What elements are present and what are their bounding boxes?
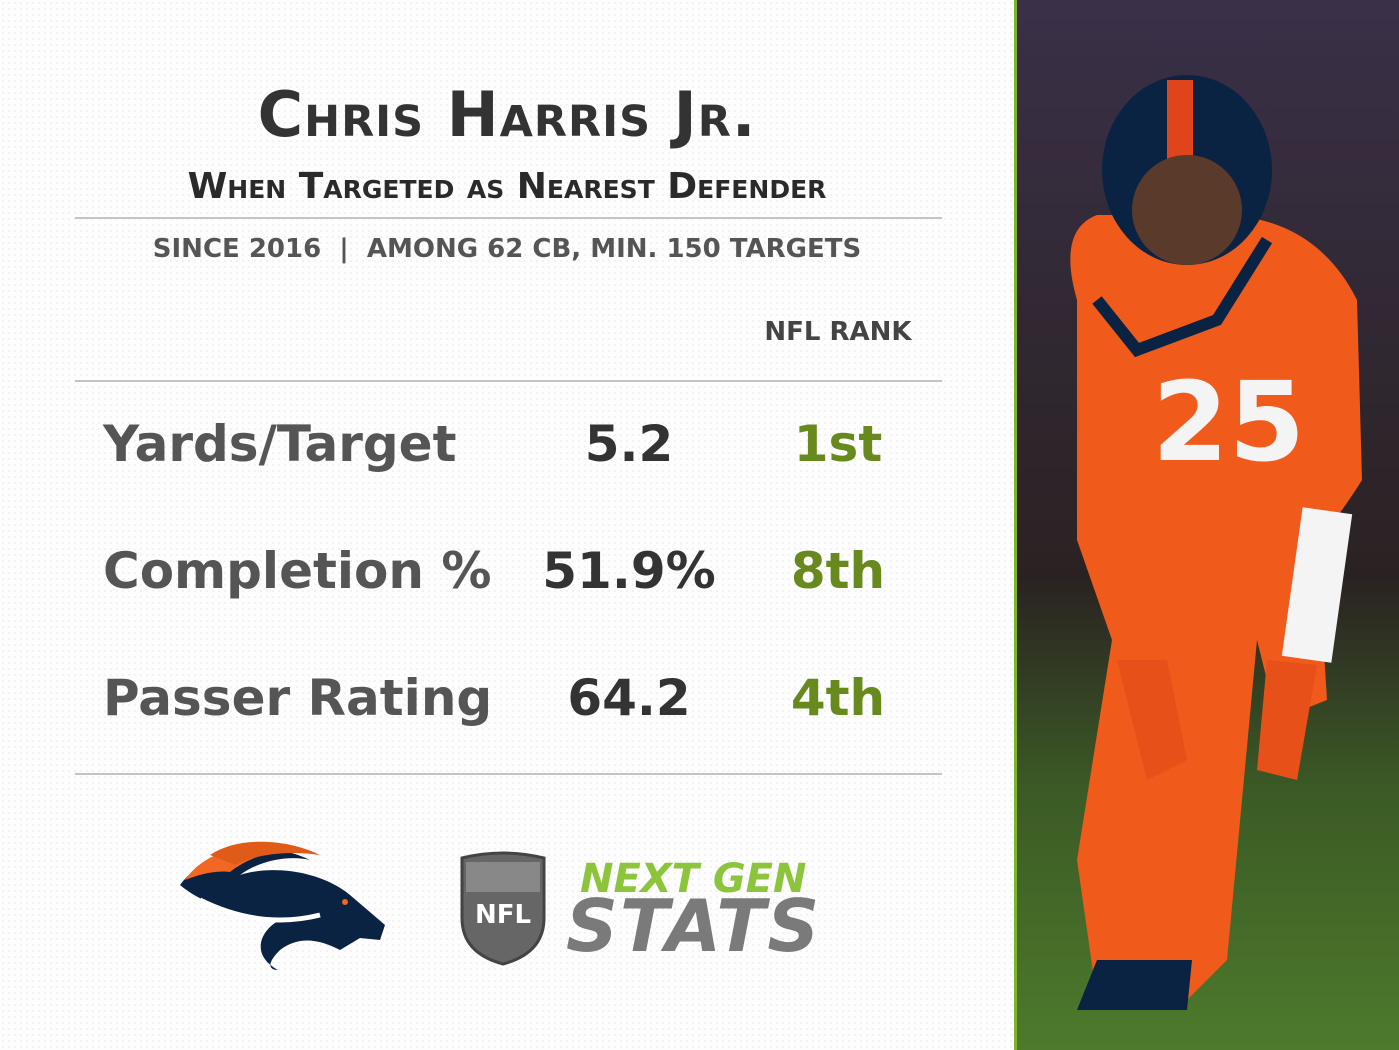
row-label: Yards/Target — [103, 415, 457, 473]
row-value: 64.2 — [567, 669, 691, 727]
green-divider — [1014, 0, 1017, 1050]
next-gen-text: NEXT GEN — [580, 856, 807, 902]
stats-panel: Chris Harris Jr. When Targeted as Neares… — [0, 0, 1014, 1050]
broncos-logo — [180, 841, 385, 970]
subtitle: When Targeted as Nearest Defender — [187, 166, 827, 207]
player-photo: 25 — [1017, 0, 1399, 1050]
row-value: 51.9% — [542, 542, 716, 600]
divider-line — [75, 217, 942, 219]
stats-text: STATS — [566, 884, 822, 968]
row-rank: 4th — [790, 669, 886, 727]
rank-header: NFL RANK — [764, 317, 912, 347]
row-label: Completion % — [103, 542, 492, 600]
nfl-logo-text: NFL — [474, 900, 532, 930]
divider-line — [75, 380, 942, 382]
row-label: Passer Rating — [103, 669, 493, 727]
info-line: SINCE 2016 | AMONG 62 CB, MIN. 150 TARGE… — [152, 234, 862, 264]
row-value: 5.2 — [584, 415, 674, 473]
row-rank: 8th — [790, 542, 886, 600]
title: Chris Harris Jr. — [257, 78, 757, 151]
jersey-number: 25 — [1152, 358, 1305, 486]
row-rank: 1st — [793, 415, 883, 473]
divider-line — [75, 773, 942, 775]
nfl-shield — [460, 851, 546, 966]
